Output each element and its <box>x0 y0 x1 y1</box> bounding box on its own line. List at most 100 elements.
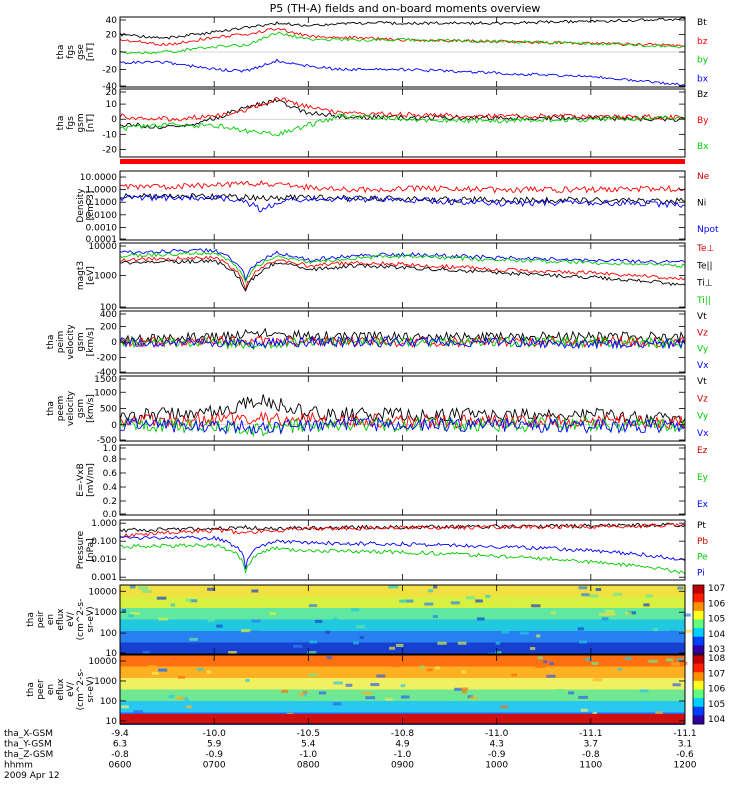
series-line-ne <box>120 180 685 194</box>
y-tick-label: 1000 <box>94 677 117 687</box>
series-line-by <box>120 31 685 55</box>
series-line-vt <box>120 327 685 346</box>
y-axis-label: E=-VxB [mV/m] <box>76 463 96 497</box>
spectrogram-texture <box>595 588 602 592</box>
panel-1: 40 20 0 -20 -40 tha fgs gse [nT] Bt bz by bx <box>56 16 709 92</box>
y-axis-label-line: fgs <box>66 116 76 130</box>
spectrogram-texture <box>356 680 361 684</box>
panel-9: 107 106 105 104 103 10000 1000 100 10 tha peir en ef… <box>26 584 725 659</box>
spectrogram-texture <box>550 611 556 615</box>
colorbar-frame <box>692 654 705 725</box>
series-line-vx <box>120 335 685 350</box>
figure-title: P5 (TH-A) fields and on-board moments ov… <box>270 2 541 15</box>
spectrogram-texture <box>333 617 338 621</box>
colorbar-segment <box>693 715 704 725</box>
y-axis-label-line: tha <box>56 45 66 60</box>
spectrogram-texture <box>495 641 501 645</box>
legend-item: Ti|| <box>696 296 711 306</box>
y-tick-label: 0.0010 <box>86 223 118 233</box>
y-tick-label: 0.010 <box>91 555 117 565</box>
panel-frame <box>119 170 686 241</box>
y-axis-label-line: peim <box>56 331 66 354</box>
panel-7: 1.00.8 0.6 0.4 0.2 0.0 E=-VxB [mV/m] Ez Ey Ex <box>76 444 709 520</box>
spectrogram-texture <box>625 611 632 615</box>
colorbar-segment <box>693 689 704 699</box>
colorbar-segment <box>693 672 704 682</box>
spectrogram-texture <box>155 600 165 604</box>
y-tick-label: 0.6 <box>103 469 118 479</box>
spectrogram-texture <box>511 673 518 677</box>
y-axis-label-line: velocity <box>66 324 76 360</box>
spectrogram-texture <box>400 684 406 688</box>
spectrogram-texture <box>461 670 466 674</box>
x-axis-value: 4.9 <box>395 740 410 750</box>
spectrogram-texture <box>592 586 599 590</box>
spectrogram-texture <box>128 614 134 618</box>
y-tick-label: 100 <box>100 629 117 639</box>
series-line-te⊥ <box>120 255 685 292</box>
y-axis-label-line: [km/s] <box>86 328 96 357</box>
spectrogram-texture <box>251 619 261 623</box>
x-axis-value: 0900 <box>391 761 414 771</box>
y-axis-label-line: [eV] <box>86 266 96 285</box>
spectrogram-texture <box>485 594 491 598</box>
series-line-bx <box>120 113 685 137</box>
spectrogram-texture <box>645 594 653 598</box>
spectrogram-texture <box>185 598 192 602</box>
x-axis-value: 6.3 <box>113 740 127 750</box>
series-group <box>120 394 685 438</box>
spectrogram-texture <box>269 612 277 616</box>
y-axis-label: Pressure [nPa] <box>76 530 96 569</box>
y-tick-label: 0.0100 <box>86 211 118 221</box>
legend-item: Vt <box>697 312 707 322</box>
legend-item: Te⊥ <box>696 244 715 254</box>
legend-item: Bx <box>697 142 709 152</box>
spectrogram-texture <box>461 690 467 694</box>
x-axis-value: -10.0 <box>203 729 227 739</box>
y-axis-label-line: tha <box>26 682 36 697</box>
spectrogram-texture <box>359 636 364 640</box>
spectrogram-texture <box>345 683 353 687</box>
legend-item: Pe <box>697 553 708 563</box>
spectrogram-texture <box>148 665 157 669</box>
x-axis-row-label: tha_Z-GSM <box>4 750 53 760</box>
series-line-pb <box>120 523 685 538</box>
spectrogram-texture <box>156 596 167 600</box>
colorbar: 107 106 105 104 103 <box>692 584 725 655</box>
spectrogram-texture <box>537 656 544 660</box>
x-axis-value: -0.8 <box>111 750 129 760</box>
y-axis-label-line: peir <box>36 610 46 628</box>
spectrogram-texture <box>665 658 674 662</box>
series-line-ni <box>120 192 685 205</box>
spectrogram-texture <box>407 705 414 709</box>
spectrogram-texture <box>676 658 684 662</box>
y-axis-label-line: eV/ <box>66 681 76 697</box>
y-axis-label-line: tha <box>46 335 56 350</box>
y-tick-label: 1000 <box>94 272 117 282</box>
series-line-npot <box>120 193 685 213</box>
spectrogram-texture <box>158 668 168 672</box>
y-axis-label-line: gsm <box>76 332 86 351</box>
spectrogram-texture <box>461 687 468 691</box>
spectrogram-texture <box>578 695 588 699</box>
spectrogram-texture <box>683 613 691 617</box>
y-axis-label-line: gsm <box>76 113 86 132</box>
spectrogram-texture <box>424 648 434 652</box>
spectrogram-texture <box>624 656 632 660</box>
colorbar-label: 107 <box>708 584 725 594</box>
spectrogram-texture <box>129 611 140 615</box>
spectrogram-texture <box>365 696 376 700</box>
legend-item: Vy <box>697 412 709 422</box>
x-axis-value: -9.4 <box>111 729 129 739</box>
colorbar-segment <box>693 706 704 716</box>
panel-4: 10000 1000 100 magt3 [eV] Te⊥ Te|| Ti⊥ Ti|| <box>76 242 715 313</box>
series-line-vt <box>120 394 685 427</box>
y-tick-label: 0 <box>111 338 117 348</box>
spectrogram-texture <box>683 629 692 633</box>
x-axis-value: -1.0 <box>394 750 412 760</box>
y-tick-label: 500 <box>100 405 117 415</box>
y-axis-label-line: tha <box>26 612 36 627</box>
spectrogram-texture <box>457 641 467 645</box>
series-line-bt <box>120 17 685 40</box>
spectrogram-texture <box>395 672 401 676</box>
